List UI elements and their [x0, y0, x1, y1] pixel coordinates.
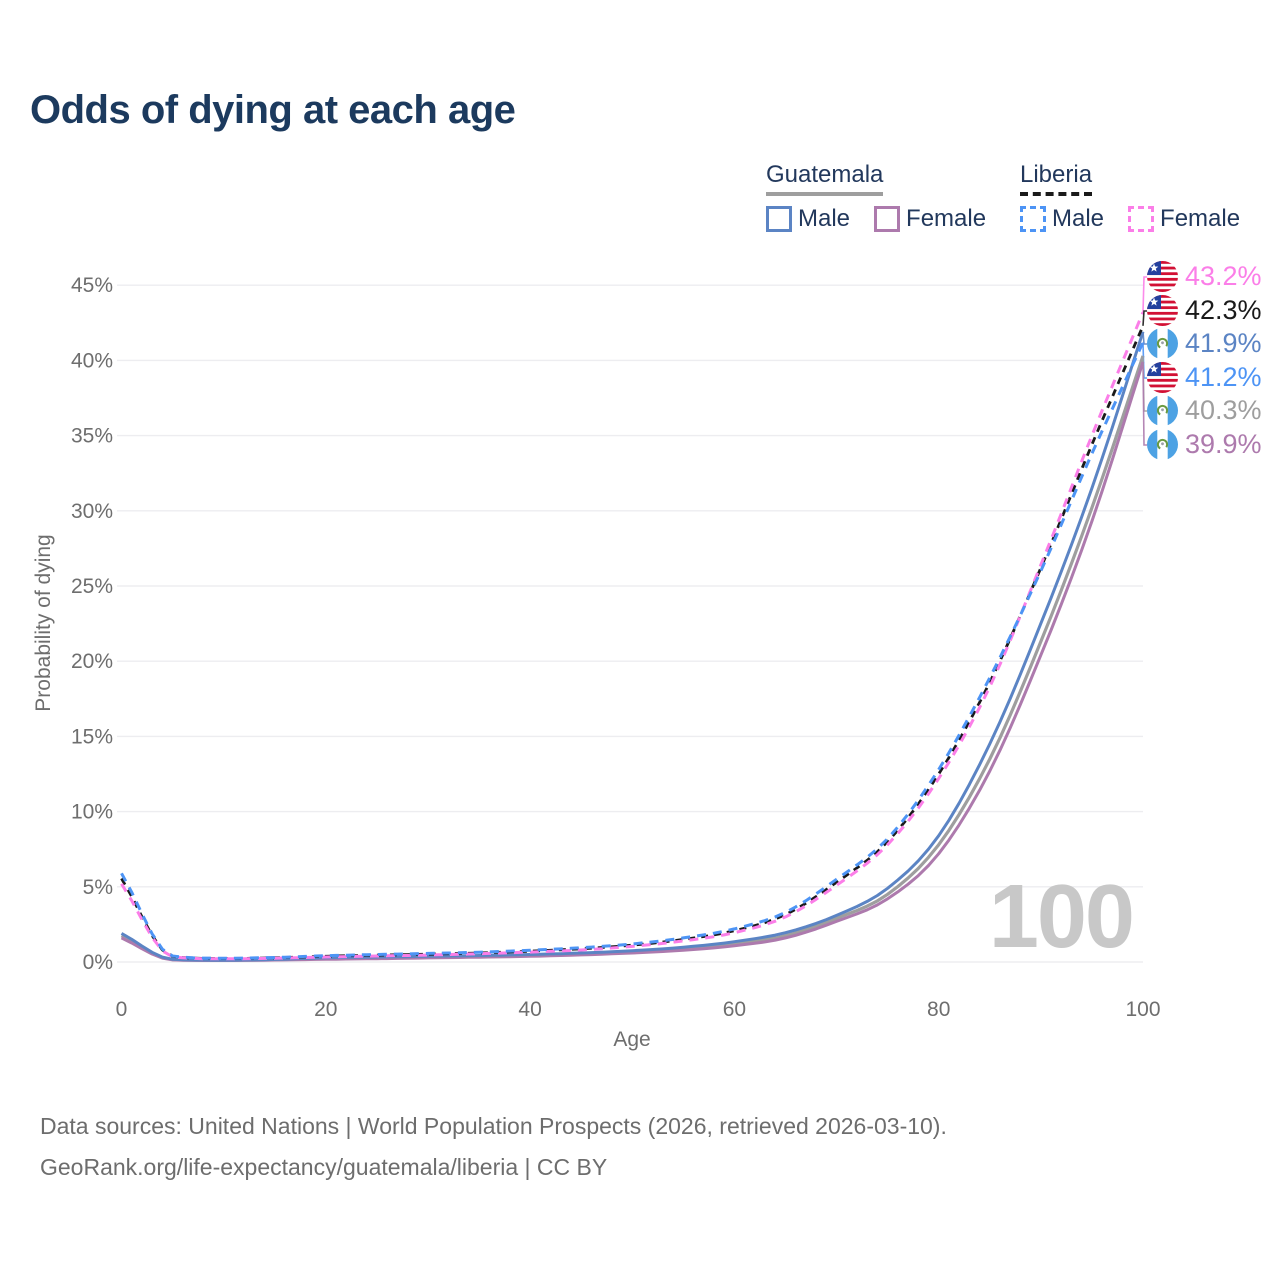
end-label-guatemala: 40.3% [1147, 395, 1262, 426]
y-tick-label: 35% [71, 425, 113, 448]
series-line-guatemala-male [120, 331, 1145, 962]
end-label-guatemala-female: 39.9% [1147, 429, 1262, 460]
legend-label-liberia-female: Female [1160, 205, 1241, 232]
legend-country-guatemala: Guatemala [766, 161, 884, 188]
legend-swatch-liberia-female [1128, 206, 1155, 232]
end-label-value: 43.2% [1185, 261, 1262, 291]
series-line-liberia-male [120, 341, 1145, 960]
end-label-value: 41.9% [1185, 328, 1262, 358]
y-tick-label: 0% [83, 951, 113, 974]
end-label-guatemala-male: 41.9% [1147, 328, 1262, 359]
legend-swatch-liberia-male [1020, 206, 1046, 232]
x-tick-label: 100 [1125, 998, 1160, 1021]
age-watermark: 100 [988, 867, 1135, 967]
legend-swatch-guatemala-male [766, 206, 792, 232]
y-tick-label: 45% [71, 274, 113, 297]
legend-group-liberia: Liberia Male Female [1020, 161, 1240, 233]
legend-item-liberia-male[interactable]: Male [1020, 205, 1104, 233]
end-label-liberia-female: 43.2% [1147, 261, 1262, 292]
legend-country-liberia: Liberia [1020, 161, 1093, 188]
end-label-liberia: 42.3% [1147, 295, 1262, 326]
legend-item-guatemala-male[interactable]: Male [766, 205, 850, 233]
y-tick-label: 10% [71, 801, 113, 824]
flag-liberia-icon [1147, 261, 1178, 292]
y-tick-label: 20% [71, 650, 113, 673]
end-label-value: 42.3% [1185, 295, 1262, 325]
x-tick-label: 40 [518, 998, 541, 1021]
x-axis-title: Age [613, 1028, 651, 1051]
x-tick-label: 0 [116, 998, 128, 1021]
legend-label-guatemala-male: Male [798, 205, 851, 232]
footer: Data sources: United Nations | World Pop… [40, 1106, 947, 1188]
y-tick-label: 25% [71, 575, 113, 598]
flag-liberia-icon [1147, 295, 1178, 326]
legend-item-guatemala-female[interactable]: Female [874, 205, 986, 233]
flag-guatemala-icon [1147, 328, 1178, 359]
y-tick-label: 15% [71, 725, 113, 748]
flag-guatemala-icon [1147, 429, 1178, 460]
x-tick-label: 20 [314, 998, 337, 1021]
flag-guatemala-icon [1147, 395, 1178, 426]
end-label-liberia-male: 41.2% [1147, 362, 1262, 393]
legend-country-underline-liberia: Liberia [1020, 161, 1093, 196]
flag-liberia-icon [1147, 362, 1178, 393]
y-tick-label: 30% [71, 500, 113, 523]
legend-label-guatemala-female: Female [906, 205, 987, 232]
end-label-value: 40.3% [1185, 395, 1262, 425]
legend-label-liberia-male: Male [1052, 205, 1105, 232]
legend-swatch-guatemala-female [874, 206, 901, 232]
series-line-liberia [120, 325, 1145, 960]
y-tick-label: 40% [71, 349, 113, 372]
footer-data-sources: Data sources: United Nations | World Pop… [40, 1113, 947, 1139]
legend-item-liberia-female[interactable]: Female [1128, 205, 1240, 233]
x-tick-label: 80 [927, 998, 950, 1021]
end-label-value: 39.9% [1185, 429, 1262, 459]
y-axis-title: Probability of dying [32, 534, 55, 712]
legend-group-guatemala: Guatemala Male Female [766, 161, 986, 233]
footer-attribution: GeoRank.org/life-expectancy/guatemala/li… [40, 1154, 608, 1180]
x-tick-label: 60 [723, 998, 746, 1021]
series-line-liberia-female [120, 311, 1145, 961]
page-title: Odds of dying at each age [30, 88, 516, 132]
y-tick-label: 5% [83, 876, 113, 899]
end-label-value: 41.2% [1185, 362, 1262, 392]
legend-country-underline-guatemala: Guatemala [766, 161, 884, 196]
